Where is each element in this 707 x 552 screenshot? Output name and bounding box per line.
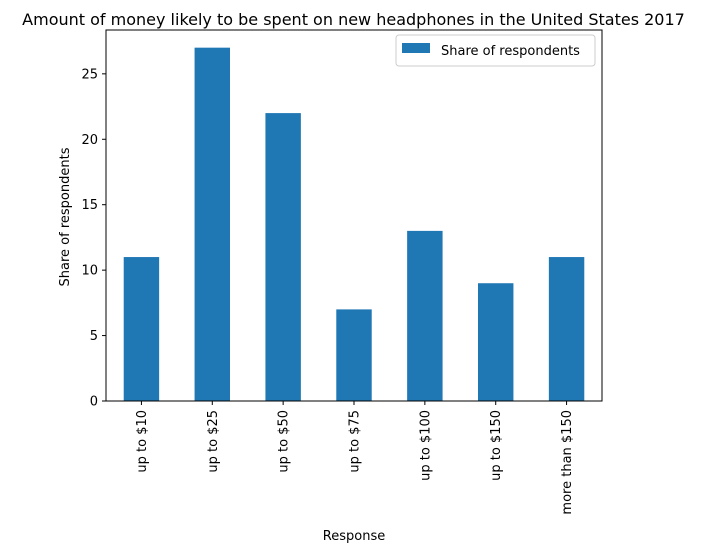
bar — [548, 257, 585, 401]
legend-swatch — [402, 43, 430, 53]
y-tick-label: 25 — [81, 67, 98, 82]
legend-label: Share of respondents — [441, 44, 580, 59]
x-tick-label: more than $150 — [560, 410, 575, 515]
x-tick-label: up to $50 — [277, 410, 292, 473]
y-tick-label: 20 — [81, 133, 98, 148]
plot-area: 0 5 10 15 20 25 up to $10 up to $25 up to $50 up … — [81, 29, 603, 515]
x-tick-label: up to $150 — [489, 410, 504, 481]
chart-title: Amount of money likely to be spent on ne… — [22, 10, 685, 29]
legend: Share of respondents — [395, 34, 596, 67]
bar — [194, 47, 230, 402]
y-tick-label: 5 — [90, 329, 98, 344]
bar — [123, 257, 160, 401]
y-tick-label: 15 — [81, 198, 98, 213]
bar — [265, 113, 301, 402]
x-axis-label: Response — [323, 529, 385, 544]
y-tick-label: 10 — [81, 264, 98, 279]
bar — [336, 309, 372, 401]
bar — [478, 283, 514, 401]
legend-frame — [395, 34, 596, 67]
bar — [407, 230, 443, 401]
x-tick-label: up to $75 — [348, 410, 363, 473]
y-tick-label: 0 — [90, 395, 98, 410]
x-tick-label: up to $10 — [135, 410, 150, 473]
x-tick-label: up to $100 — [418, 410, 433, 481]
y-axis-label: Share of respondents — [58, 147, 73, 286]
x-tick-label: up to $25 — [206, 410, 221, 473]
